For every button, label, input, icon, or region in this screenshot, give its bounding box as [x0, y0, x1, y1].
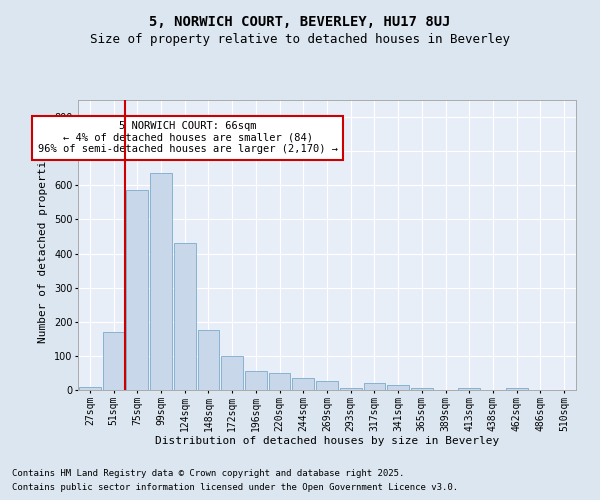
- Bar: [411, 388, 433, 390]
- Bar: [150, 174, 172, 390]
- Bar: [221, 356, 243, 390]
- Bar: [269, 373, 290, 390]
- Bar: [174, 244, 196, 390]
- Bar: [103, 332, 124, 390]
- Y-axis label: Number of detached properties: Number of detached properties: [38, 147, 49, 343]
- Bar: [197, 330, 220, 390]
- X-axis label: Distribution of detached houses by size in Beverley: Distribution of detached houses by size …: [155, 436, 499, 446]
- Bar: [316, 382, 338, 390]
- Text: Contains HM Land Registry data © Crown copyright and database right 2025.: Contains HM Land Registry data © Crown c…: [12, 468, 404, 477]
- Bar: [292, 378, 314, 390]
- Bar: [387, 385, 409, 390]
- Text: Contains public sector information licensed under the Open Government Licence v3: Contains public sector information licen…: [12, 484, 458, 492]
- Text: Size of property relative to detached houses in Beverley: Size of property relative to detached ho…: [90, 32, 510, 46]
- Text: 5, NORWICH COURT, BEVERLEY, HU17 8UJ: 5, NORWICH COURT, BEVERLEY, HU17 8UJ: [149, 15, 451, 29]
- Text: 5 NORWICH COURT: 66sqm
← 4% of detached houses are smaller (84)
96% of semi-deta: 5 NORWICH COURT: 66sqm ← 4% of detached …: [38, 121, 338, 154]
- Bar: [245, 371, 267, 390]
- Bar: [458, 388, 480, 390]
- Bar: [506, 388, 527, 390]
- Bar: [127, 190, 148, 390]
- Bar: [340, 388, 362, 390]
- Bar: [79, 386, 101, 390]
- Bar: [364, 383, 385, 390]
